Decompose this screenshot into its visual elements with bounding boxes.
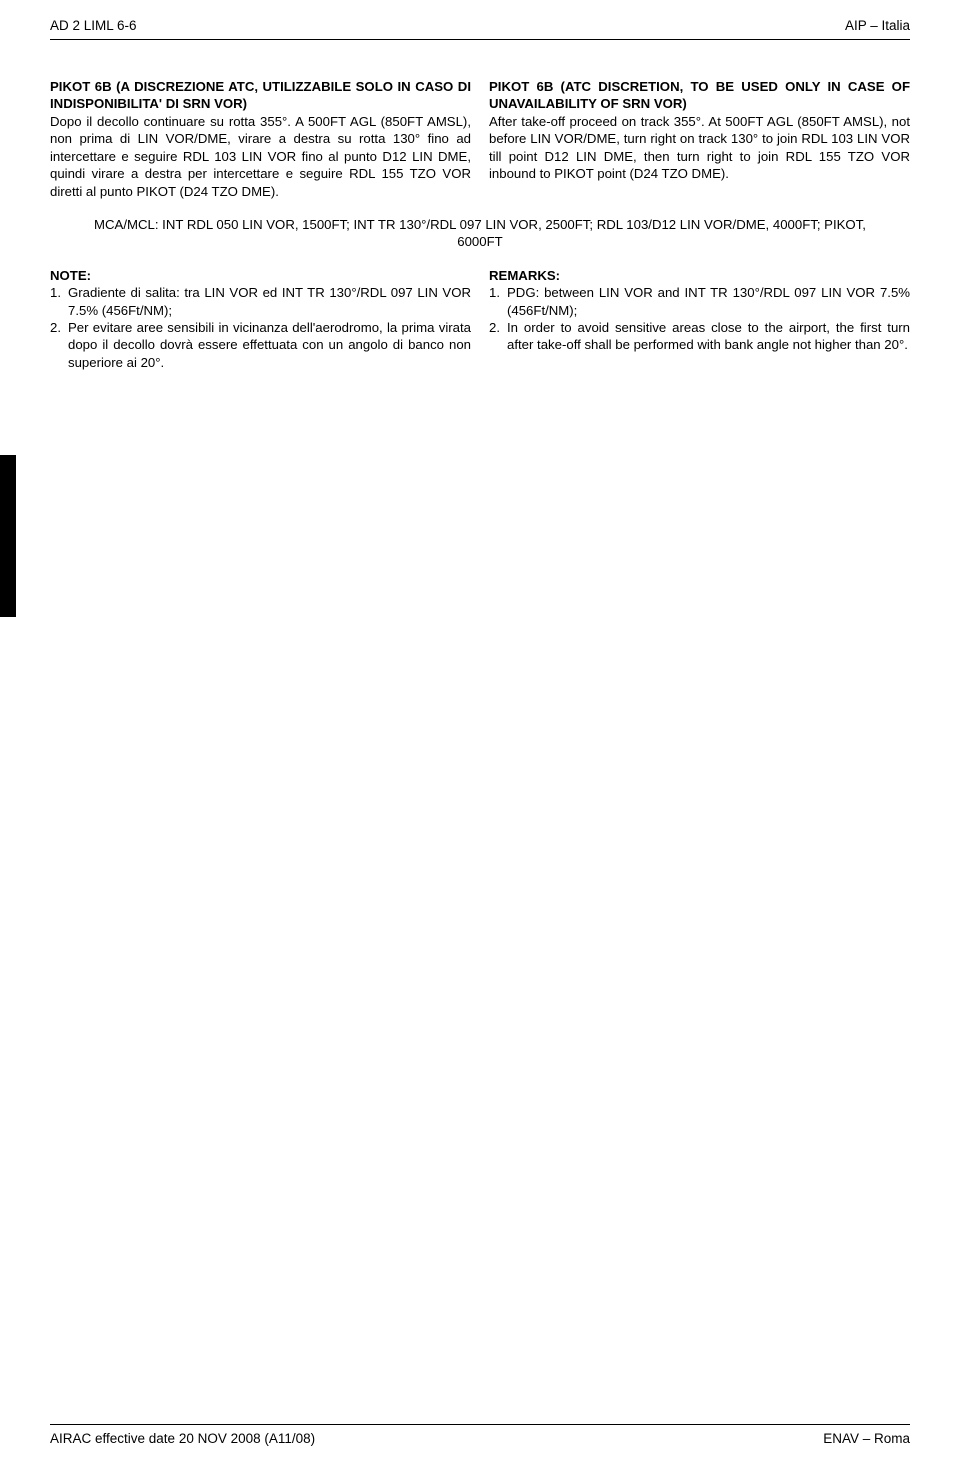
main-content: PIKOT 6B (A DISCREZIONE ATC, UTILIZZABIL… (50, 40, 910, 371)
change-bar (0, 455, 16, 617)
note-number: 1. (50, 284, 68, 319)
header-left: AD 2 LIML 6-6 (50, 18, 137, 33)
note-item: 2. In order to avoid sensitive areas clo… (489, 319, 910, 354)
note-number: 1. (489, 284, 507, 319)
notes-heading-it: NOTE: (50, 267, 471, 284)
note-item: 2. Per evitare aree sensibili in vicinan… (50, 319, 471, 371)
procedure-english: PIKOT 6B (ATC DISCRETION, TO BE USED ONL… (489, 78, 910, 200)
mca-line2: 6000FT (50, 233, 910, 250)
note-text: Gradiente di salita: tra LIN VOR ed INT … (68, 284, 471, 319)
page-header: AD 2 LIML 6-6 AIP – Italia (50, 0, 910, 40)
note-item: 1. PDG: between LIN VOR and INT TR 130°/… (489, 284, 910, 319)
page-footer: AIRAC effective date 20 NOV 2008 (A11/08… (50, 1424, 910, 1446)
notes-italian: NOTE: 1. Gradiente di salita: tra LIN VO… (50, 267, 471, 372)
notes-heading-en: REMARKS: (489, 267, 910, 284)
procedure-title-en: PIKOT 6B (ATC DISCRETION, TO BE USED ONL… (489, 79, 910, 111)
procedure-columns: PIKOT 6B (A DISCREZIONE ATC, UTILIZZABIL… (50, 78, 910, 200)
note-number: 2. (50, 319, 68, 371)
notes-columns: NOTE: 1. Gradiente di salita: tra LIN VO… (50, 267, 910, 372)
notes-english: REMARKS: 1. PDG: between LIN VOR and INT… (489, 267, 910, 372)
note-text: In order to avoid sensitive areas close … (507, 319, 910, 354)
note-item: 1. Gradiente di salita: tra LIN VOR ed I… (50, 284, 471, 319)
note-text: Per evitare aree sensibili in vicinanza … (68, 319, 471, 371)
procedure-title-it: PIKOT 6B (A DISCREZIONE ATC, UTILIZZABIL… (50, 79, 471, 111)
procedure-italian: PIKOT 6B (A DISCREZIONE ATC, UTILIZZABIL… (50, 78, 471, 200)
procedure-body-en: After take-off proceed on track 355°. At… (489, 113, 910, 183)
procedure-body-it: Dopo il decollo continuare su rotta 355°… (50, 113, 471, 200)
footer-left: AIRAC effective date 20 NOV 2008 (A11/08… (50, 1431, 315, 1446)
mca-line1: MCA/MCL: INT RDL 050 LIN VOR, 1500FT; IN… (50, 216, 910, 233)
note-number: 2. (489, 319, 507, 354)
footer-right: ENAV – Roma (823, 1431, 910, 1446)
header-right: AIP – Italia (845, 18, 910, 33)
mca-block: MCA/MCL: INT RDL 050 LIN VOR, 1500FT; IN… (50, 216, 910, 251)
note-text: PDG: between LIN VOR and INT TR 130°/RDL… (507, 284, 910, 319)
